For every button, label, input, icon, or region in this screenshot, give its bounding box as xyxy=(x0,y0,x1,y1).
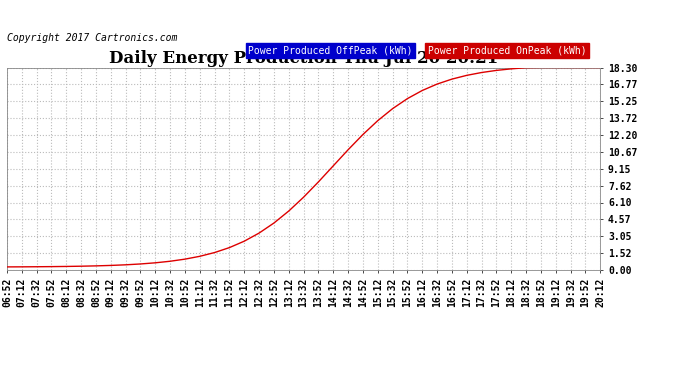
Text: Power Produced OffPeak (kWh): Power Produced OffPeak (kWh) xyxy=(248,46,413,56)
Text: Copyright 2017 Cartronics.com: Copyright 2017 Cartronics.com xyxy=(7,33,177,43)
Title: Daily Energy Production Thu Jul 20 20:21: Daily Energy Production Thu Jul 20 20:21 xyxy=(109,51,498,68)
Text: Power Produced OnPeak (kWh): Power Produced OnPeak (kWh) xyxy=(428,46,586,56)
